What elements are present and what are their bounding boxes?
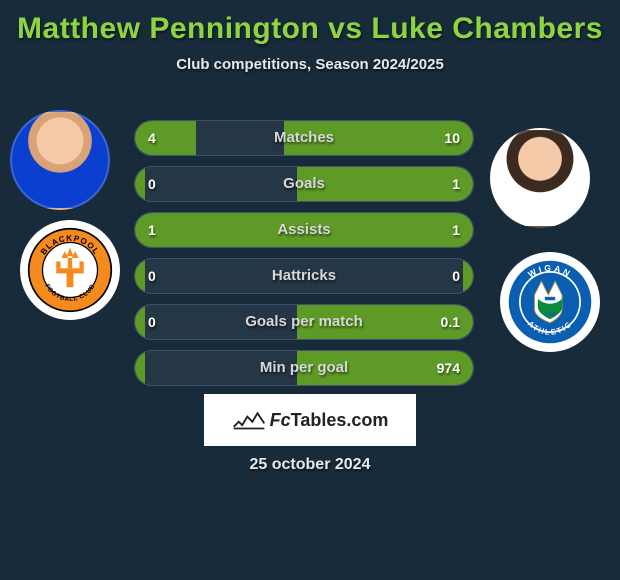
stat-label: Assists — [134, 212, 474, 248]
stat-value-right: 0.1 — [441, 304, 460, 340]
stat-value-right: 10 — [444, 120, 460, 156]
stat-value-right: 974 — [437, 350, 460, 386]
stat-label: Goals — [134, 166, 474, 202]
footer-date: 25 october 2024 — [0, 456, 620, 474]
stats-table: Matches410Goals01Assists11Hattricks00Goa… — [134, 120, 474, 396]
stat-row: Goals per match0 0.1 — [134, 304, 474, 340]
stat-label: Goals per match — [134, 304, 474, 340]
footer-brand-label: Tables.com — [291, 410, 389, 430]
stat-row: Goals0 1 — [134, 166, 474, 202]
player-right-avatar — [490, 128, 590, 228]
footer-brand-box: FcTables.com — [204, 394, 416, 446]
stat-value-left: 1 — [148, 212, 156, 248]
stat-label: Matches — [134, 120, 474, 156]
club-right-year: 1932 — [544, 312, 556, 318]
club-left-badge: BLACKPOOL FOOTBALL CLUB — [20, 220, 120, 320]
stat-row: Hattricks0 0 — [134, 258, 474, 294]
stat-label: Hattricks — [134, 258, 474, 294]
stat-value-right: 1 — [452, 166, 460, 202]
page-title: Matthew Pennington vs Luke Chambers — [0, 0, 620, 50]
stat-row: Matches4 10 — [134, 120, 474, 156]
subtitle: Club competitions, Season 2024/2025 — [0, 56, 620, 73]
stat-value-right: 0 — [452, 258, 460, 294]
stat-value-left: 4 — [148, 120, 156, 156]
stat-label: Min per goal — [134, 350, 474, 386]
stat-value-right: 1 — [452, 212, 460, 248]
footer-brand-text: FcTables.com — [270, 410, 389, 431]
stat-row: Assists1 1 — [134, 212, 474, 248]
stat-value-left: 0 — [148, 166, 156, 202]
player-left-avatar — [10, 110, 110, 210]
club-right-badge: WIGAN ATHLETIC 1932 — [500, 252, 600, 352]
stat-value-left: 0 — [148, 304, 156, 340]
footer-brand-icon — [232, 409, 266, 431]
stat-value-left: 0 — [148, 258, 156, 294]
stat-row: Min per goal974 — [134, 350, 474, 386]
